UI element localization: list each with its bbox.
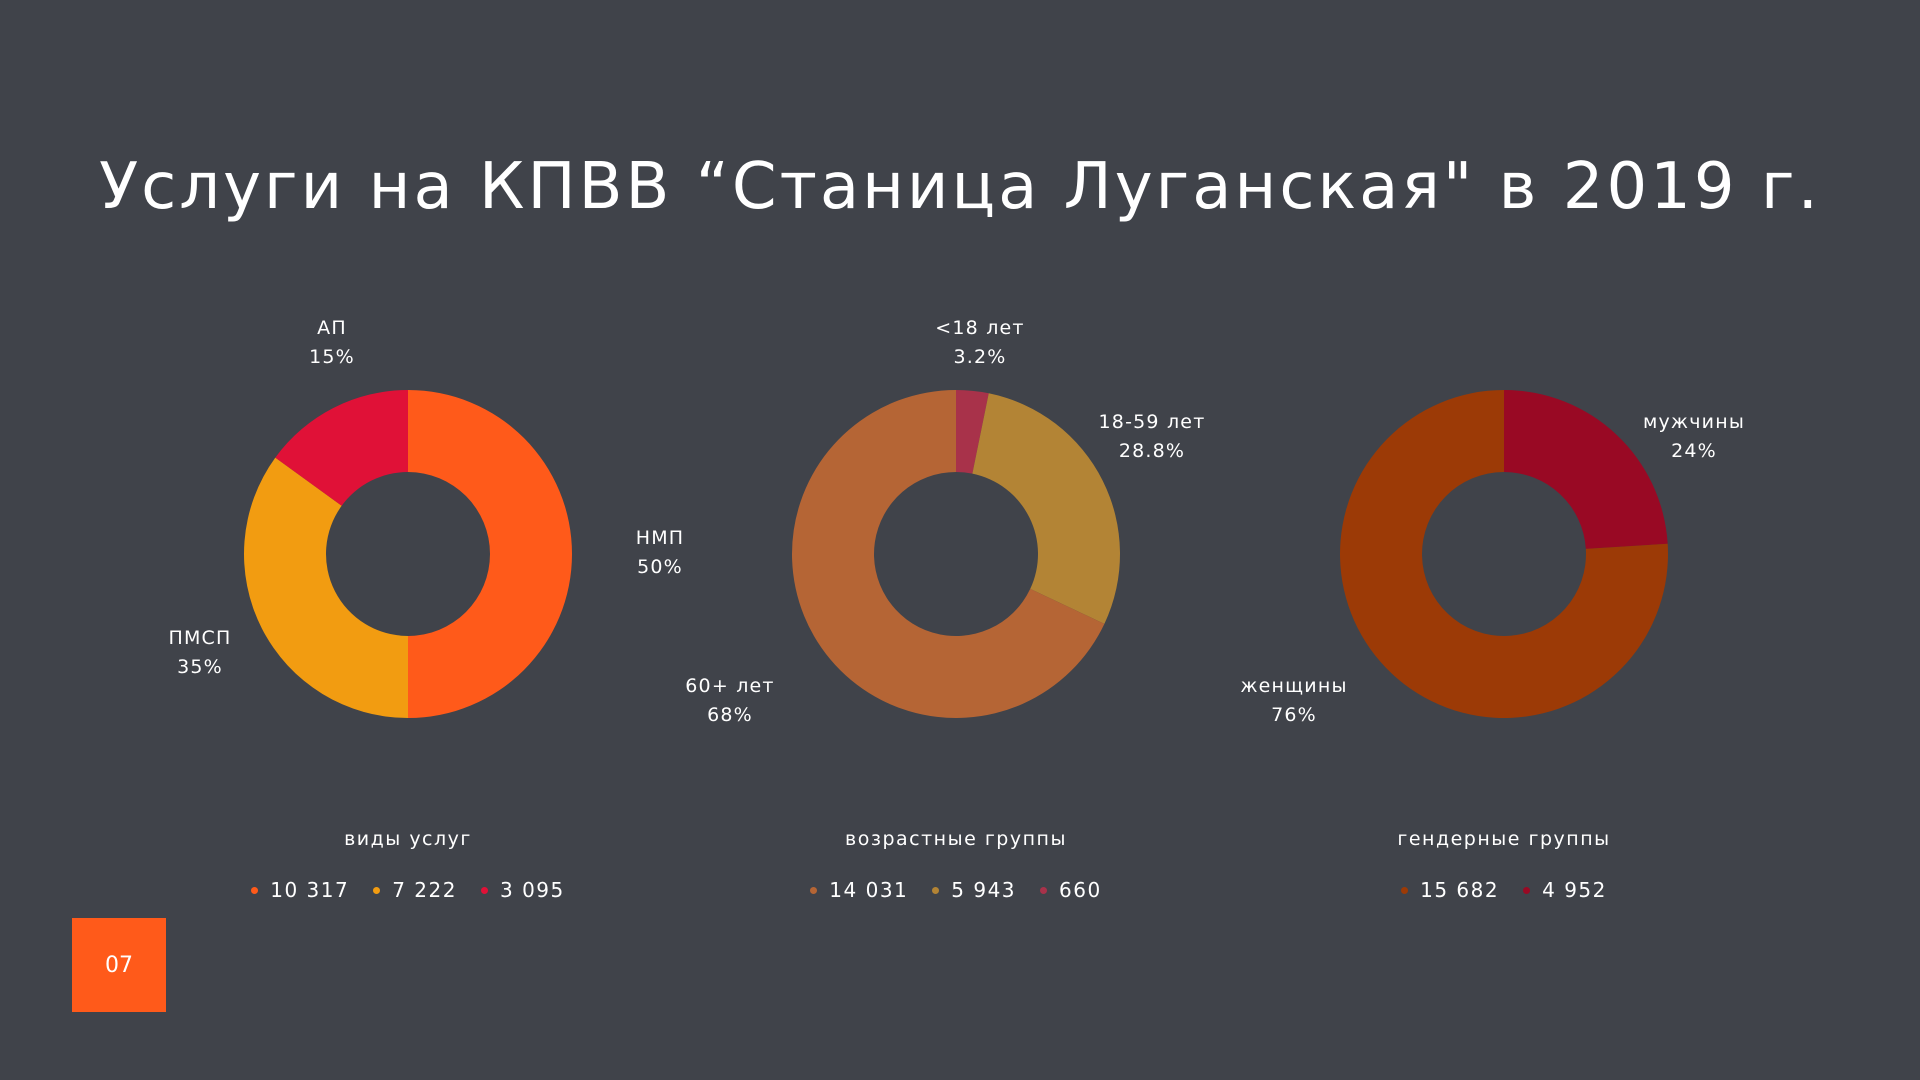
legend-dot bbox=[373, 886, 381, 894]
legend-value: 3 095 bbox=[499, 878, 565, 902]
slice-name: НМП bbox=[635, 527, 685, 549]
legend-value: 15 682 bbox=[1420, 878, 1500, 902]
slice-name: 18-59 лет bbox=[1098, 411, 1206, 433]
legend-dot bbox=[1401, 886, 1409, 894]
legend-item: 7 222 bbox=[373, 878, 457, 902]
donut-slice bbox=[956, 390, 989, 474]
donut-slice bbox=[244, 457, 408, 718]
legend-item: 10 317 bbox=[251, 878, 349, 902]
slice-label: 60+ лет 68% bbox=[630, 672, 830, 730]
legend-item: 4 952 bbox=[1523, 878, 1607, 902]
chart-service-types: НМП 50% ПМСП 35% АП 15% виды услуг 10 31… bbox=[128, 300, 688, 920]
slice-name: ПМСП bbox=[168, 627, 232, 649]
chart-title: возрастные группы bbox=[845, 828, 1067, 850]
legend-item: 15 682 bbox=[1401, 878, 1499, 902]
slice-percent: 15% bbox=[309, 346, 355, 368]
slice-label: <18 лет 3.2% bbox=[880, 314, 1080, 372]
legend-item: 14 031 bbox=[810, 878, 908, 902]
slice-name: мужчины bbox=[1642, 411, 1746, 433]
legend-dot bbox=[1523, 886, 1531, 894]
legend-value: 4 952 bbox=[1542, 878, 1607, 902]
slice-label: женщины 76% bbox=[1194, 672, 1394, 730]
legend-value: 14 031 bbox=[829, 878, 909, 902]
legend-item: 5 943 bbox=[932, 878, 1016, 902]
chart-age-groups: <18 лет 3.2% 18-59 лет 28.8% 60+ лет 68%… bbox=[676, 300, 1236, 920]
slice-percent: 76% bbox=[1271, 704, 1317, 726]
donut-slice bbox=[275, 390, 408, 506]
donut-svg bbox=[244, 390, 572, 718]
donut-slice bbox=[792, 390, 1105, 718]
legend-value: 660 bbox=[1059, 878, 1102, 902]
slice-percent: 35% bbox=[177, 656, 223, 678]
slice-percent: 24% bbox=[1671, 440, 1717, 462]
slice-label: АП 15% bbox=[232, 314, 432, 372]
donut-svg bbox=[1340, 390, 1668, 718]
legend-dot bbox=[480, 886, 488, 894]
slice-name: <18 лет bbox=[935, 317, 1025, 339]
legend-value: 10 317 bbox=[270, 878, 350, 902]
slice-label: ПМСП 35% bbox=[100, 624, 300, 682]
legend-value: 7 222 bbox=[392, 878, 457, 902]
slice-name: АП bbox=[317, 317, 347, 339]
slice-percent: 3.2% bbox=[953, 346, 1007, 368]
page-number-badge: 07 bbox=[72, 918, 166, 1012]
legend-dot bbox=[932, 886, 940, 894]
donut-slice bbox=[1504, 390, 1668, 549]
legend: 15 682 4 952 bbox=[1224, 878, 1784, 902]
legend: 14 031 5 943 660 bbox=[676, 878, 1236, 902]
legend-item: 660 bbox=[1040, 878, 1102, 902]
chart-title: виды услуг bbox=[344, 828, 472, 850]
donut-slice bbox=[972, 393, 1120, 624]
donut-slice bbox=[1340, 390, 1668, 718]
chart-gender-groups: мужчины 24% женщины 76% гендерные группы… bbox=[1224, 300, 1784, 920]
slice-percent: 68% bbox=[707, 704, 753, 726]
legend-dot bbox=[251, 886, 259, 894]
chart-title: гендерные группы bbox=[1397, 828, 1611, 850]
legend-value: 5 943 bbox=[951, 878, 1017, 902]
page-title: Услуги на КПВВ “Станица Луганская" в 201… bbox=[99, 150, 1821, 224]
slice-name: 60+ лет bbox=[685, 675, 775, 697]
legend: 10 317 7 222 3 095 bbox=[128, 878, 688, 902]
slice-percent: 28.8% bbox=[1118, 440, 1186, 462]
donut-slice bbox=[408, 390, 572, 718]
legend-dot bbox=[1040, 886, 1048, 894]
donut-svg bbox=[792, 390, 1120, 718]
slice-label: НМП 50% bbox=[560, 524, 760, 582]
legend-item: 3 095 bbox=[480, 878, 565, 902]
slice-percent: 50% bbox=[637, 556, 683, 578]
slice-label: мужчины 24% bbox=[1594, 408, 1794, 466]
legend-dot bbox=[810, 886, 818, 894]
slice-label: 18-59 лет 28.8% bbox=[1052, 408, 1252, 466]
slice-name: женщины bbox=[1240, 675, 1348, 697]
page-number: 07 bbox=[105, 952, 133, 978]
